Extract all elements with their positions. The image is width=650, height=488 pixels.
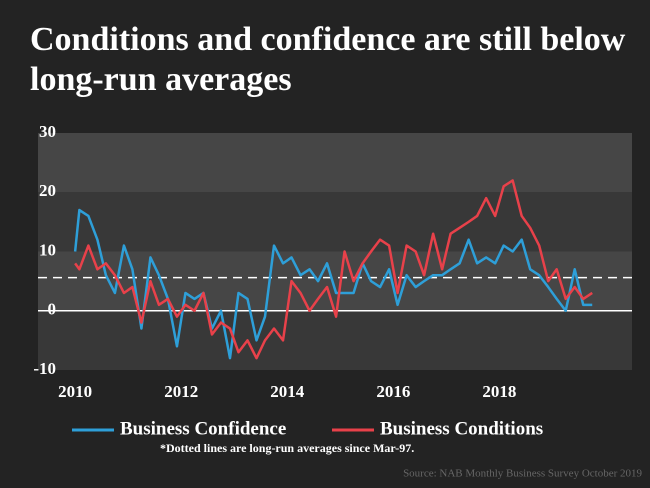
- x-tick-label: 2018: [482, 382, 516, 401]
- legend-label: Business Confidence: [120, 418, 286, 439]
- y-tick-label: 20: [39, 181, 56, 200]
- x-tick-label: 2012: [164, 382, 198, 401]
- source: Source: NAB Monthly Business Survey Octo…: [403, 468, 642, 480]
- y-tick-label: -10: [33, 359, 56, 378]
- y-tick-label: 30: [39, 122, 56, 141]
- x-tick-label: 2010: [58, 382, 92, 401]
- footnote: *Dotted lines are long-run averages sinc…: [160, 441, 414, 455]
- series-line: [74, 179, 593, 360]
- legend-label: Business Conditions: [380, 418, 543, 439]
- series-line: [73, 208, 593, 360]
- x-tick-label: 2016: [376, 382, 410, 401]
- plot-band: [38, 310, 632, 370]
- y-tick-label: 10: [39, 240, 56, 259]
- chart-title: Conditions and confidence are still belo…: [30, 21, 626, 98]
- plot: -10 0 10 20 30 2010 2012 2014 2016 2018: [33, 122, 632, 401]
- y-tick-label: 0: [48, 300, 57, 319]
- plot-band: [38, 192, 632, 252]
- title-box: Conditions and confidence are still belo…: [30, 21, 626, 98]
- plot-band: [38, 133, 632, 193]
- x-tick-label: 2014: [270, 382, 305, 401]
